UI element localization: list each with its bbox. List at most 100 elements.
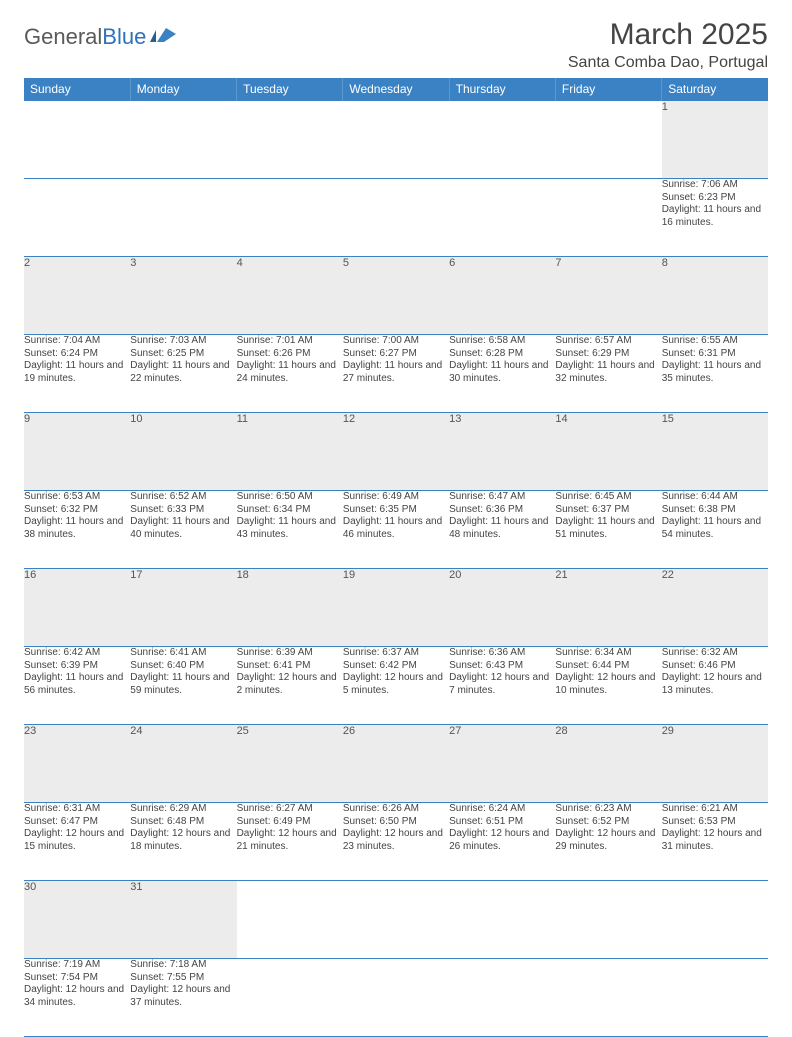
day-content-cell: Sunrise: 6:26 AMSunset: 6:50 PMDaylight:… [343,803,449,881]
sunrise-line: Sunrise: 6:49 AM [343,491,449,504]
sunset-line: Sunset: 7:54 PM [24,972,130,985]
day-content-cell: Sunrise: 6:50 AMSunset: 6:34 PMDaylight:… [237,491,343,569]
sunset-line: Sunset: 6:52 PM [555,816,661,829]
sunrise-line: Sunrise: 7:01 AM [237,335,343,348]
day-number-cell [343,881,449,959]
day-content-cell: Sunrise: 6:36 AMSunset: 6:43 PMDaylight:… [449,647,555,725]
day-content-cell: Sunrise: 7:01 AMSunset: 6:26 PMDaylight:… [237,335,343,413]
day-number-cell: 8 [662,257,768,335]
day-number-cell [449,881,555,959]
day-number-cell [555,101,661,179]
daylight-line: Daylight: 12 hours and 37 minutes. [130,984,236,1009]
sunrise-line: Sunrise: 7:06 AM [662,179,768,192]
sunset-line: Sunset: 6:35 PM [343,504,449,517]
day-number-cell [449,101,555,179]
day-number-cell: 30 [24,881,130,959]
day-number-cell [662,881,768,959]
day-number-cell: 3 [130,257,236,335]
sunrise-line: Sunrise: 7:04 AM [24,335,130,348]
day-number-cell: 11 [237,413,343,491]
daynum-row: 23242526272829 [24,725,768,803]
daylight-line: Daylight: 11 hours and 54 minutes. [662,516,768,541]
logo-word-2: Blue [102,24,146,49]
sunset-line: Sunset: 7:55 PM [130,972,236,985]
daynum-row: 1 [24,101,768,179]
day-number-cell: 24 [130,725,236,803]
day-content-cell: Sunrise: 7:03 AMSunset: 6:25 PMDaylight:… [130,335,236,413]
daylight-line: Daylight: 11 hours and 32 minutes. [555,360,661,385]
sunset-line: Sunset: 6:29 PM [555,348,661,361]
sunset-line: Sunset: 6:40 PM [130,660,236,673]
day-content-cell [24,179,130,257]
daylight-line: Daylight: 11 hours and 56 minutes. [24,672,130,697]
day-number-cell: 7 [555,257,661,335]
daynum-row: 9101112131415 [24,413,768,491]
content-row: Sunrise: 6:31 AMSunset: 6:47 PMDaylight:… [24,803,768,881]
sunrise-line: Sunrise: 6:36 AM [449,647,555,660]
weekday-header: Friday [555,78,661,101]
sunrise-line: Sunrise: 6:39 AM [237,647,343,660]
day-content-cell: Sunrise: 7:18 AMSunset: 7:55 PMDaylight:… [130,959,236,1037]
day-number-cell: 23 [24,725,130,803]
logo-word-1: General [24,24,102,49]
daylight-line: Daylight: 12 hours and 7 minutes. [449,672,555,697]
day-number-cell [24,101,130,179]
sunrise-line: Sunrise: 6:55 AM [662,335,768,348]
sunset-line: Sunset: 6:50 PM [343,816,449,829]
sunset-line: Sunset: 6:25 PM [130,348,236,361]
day-number-cell: 2 [24,257,130,335]
logo: GeneralBlue [24,24,176,50]
day-number-cell: 16 [24,569,130,647]
daylight-line: Daylight: 11 hours and 24 minutes. [237,360,343,385]
day-content-cell: Sunrise: 6:21 AMSunset: 6:53 PMDaylight:… [662,803,768,881]
day-content-cell [555,179,661,257]
daylight-line: Daylight: 11 hours and 22 minutes. [130,360,236,385]
sunrise-line: Sunrise: 6:26 AM [343,803,449,816]
topbar: GeneralBlue March 2025 Santa Comba Dao, … [24,18,768,72]
content-row: Sunrise: 7:19 AMSunset: 7:54 PMDaylight:… [24,959,768,1037]
sunrise-line: Sunrise: 7:00 AM [343,335,449,348]
sunset-line: Sunset: 6:27 PM [343,348,449,361]
month-title: March 2025 [568,18,768,52]
sunset-line: Sunset: 6:32 PM [24,504,130,517]
sunset-line: Sunset: 6:26 PM [237,348,343,361]
sunrise-line: Sunrise: 6:29 AM [130,803,236,816]
sunset-line: Sunset: 6:51 PM [449,816,555,829]
page: GeneralBlue March 2025 Santa Comba Dao, … [0,0,792,1037]
sunrise-line: Sunrise: 6:57 AM [555,335,661,348]
day-number-cell: 27 [449,725,555,803]
daylight-line: Daylight: 11 hours and 19 minutes. [24,360,130,385]
daylight-line: Daylight: 11 hours and 51 minutes. [555,516,661,541]
content-row: Sunrise: 7:06 AMSunset: 6:23 PMDaylight:… [24,179,768,257]
day-number-cell: 14 [555,413,661,491]
day-number-cell: 17 [130,569,236,647]
day-content-cell: Sunrise: 7:06 AMSunset: 6:23 PMDaylight:… [662,179,768,257]
day-content-cell: Sunrise: 7:00 AMSunset: 6:27 PMDaylight:… [343,335,449,413]
sunrise-line: Sunrise: 7:18 AM [130,959,236,972]
day-content-cell: Sunrise: 6:34 AMSunset: 6:44 PMDaylight:… [555,647,661,725]
sunrise-line: Sunrise: 6:50 AM [237,491,343,504]
content-row: Sunrise: 6:53 AMSunset: 6:32 PMDaylight:… [24,491,768,569]
day-content-cell: Sunrise: 6:52 AMSunset: 6:33 PMDaylight:… [130,491,236,569]
day-content-cell: Sunrise: 6:47 AMSunset: 6:36 PMDaylight:… [449,491,555,569]
day-content-cell [237,179,343,257]
day-number-cell: 6 [449,257,555,335]
daylight-line: Daylight: 12 hours and 21 minutes. [237,828,343,853]
sunrise-line: Sunrise: 6:37 AM [343,647,449,660]
calendar-header: SundayMondayTuesdayWednesdayThursdayFrid… [24,78,768,101]
daynum-row: 3031 [24,881,768,959]
sunset-line: Sunset: 6:42 PM [343,660,449,673]
sunset-line: Sunset: 6:24 PM [24,348,130,361]
sunrise-line: Sunrise: 6:34 AM [555,647,661,660]
sunset-line: Sunset: 6:44 PM [555,660,661,673]
day-content-cell: Sunrise: 6:31 AMSunset: 6:47 PMDaylight:… [24,803,130,881]
sunrise-line: Sunrise: 6:47 AM [449,491,555,504]
day-content-cell: Sunrise: 6:42 AMSunset: 6:39 PMDaylight:… [24,647,130,725]
day-content-cell: Sunrise: 6:58 AMSunset: 6:28 PMDaylight:… [449,335,555,413]
day-number-cell: 15 [662,413,768,491]
day-number-cell [130,101,236,179]
day-number-cell: 18 [237,569,343,647]
daylight-line: Daylight: 12 hours and 18 minutes. [130,828,236,853]
day-number-cell: 13 [449,413,555,491]
daylight-line: Daylight: 12 hours and 15 minutes. [24,828,130,853]
